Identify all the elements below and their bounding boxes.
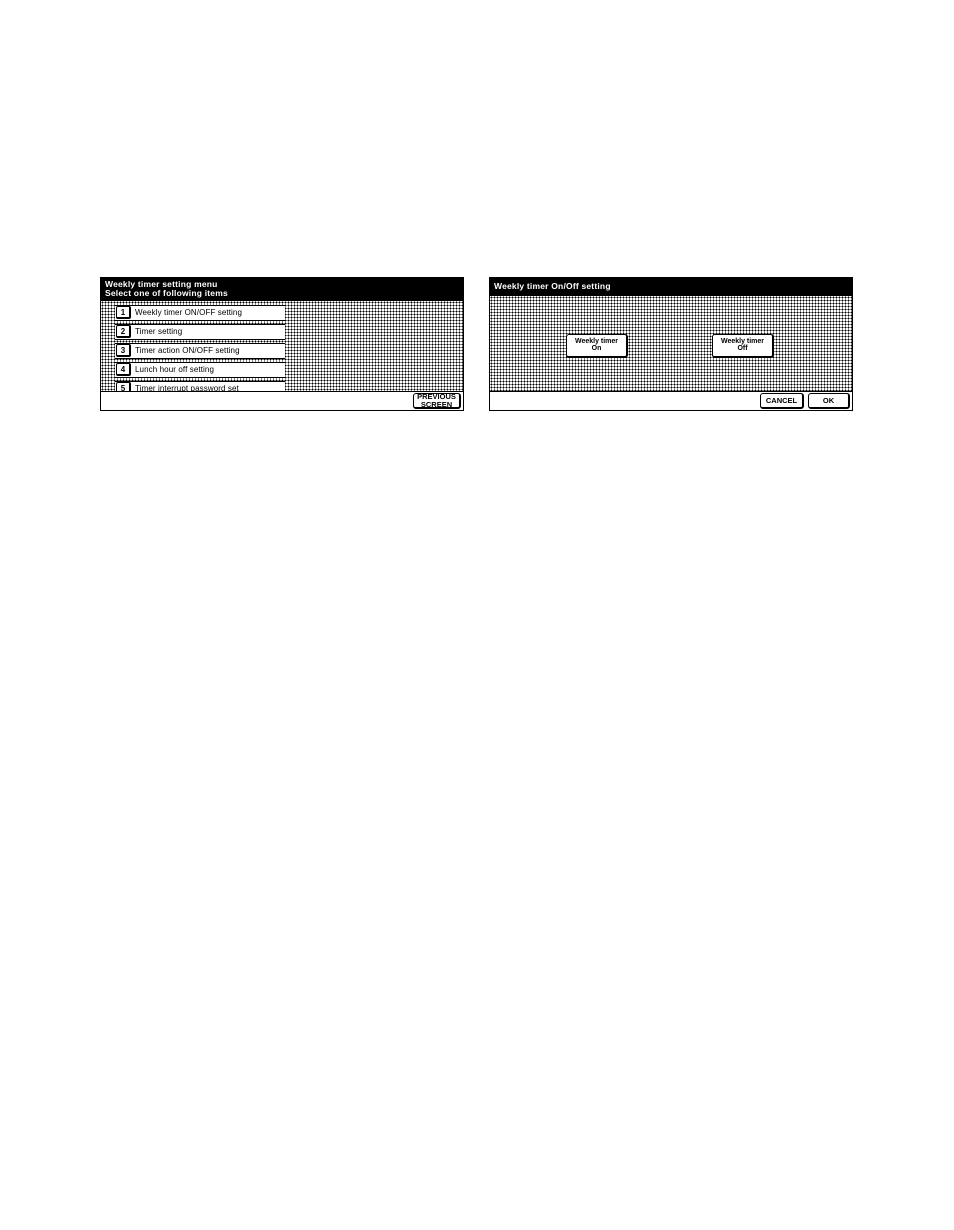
menu-label-3: Timer action ON/OFF setting	[135, 346, 240, 355]
menu-label-4: Lunch hour off setting	[135, 365, 214, 374]
menu-item-3[interactable]: 3 Timer action ON/OFF setting	[115, 343, 285, 359]
menu-num-1: 1	[116, 306, 131, 319]
cancel-button[interactable]: CANCEL	[760, 393, 804, 409]
menu-item-2[interactable]: 2 Timer setting	[115, 324, 285, 340]
ok-button[interactable]: OK	[808, 393, 850, 409]
menu-num-4: 4	[116, 363, 131, 376]
weekly-timer-onoff-panel: Weekly timer On/Off setting Weekly timer…	[489, 277, 853, 411]
menu-label-2: Timer setting	[135, 327, 182, 336]
header-subtitle: Select one of following items	[105, 288, 228, 298]
footer-bar: PREVIOUS SCREEN	[101, 391, 463, 410]
menu-num-3: 3	[116, 344, 131, 357]
weekly-timer-on-button[interactable]: Weekly timer On	[566, 334, 628, 358]
weekly-timer-off-button[interactable]: Weekly timer Off	[712, 334, 774, 358]
onoff-body: Weekly timer On Weekly timer Off	[490, 296, 852, 393]
menu-num-2: 2	[116, 325, 131, 338]
header-title: Weekly timer On/Off setting	[494, 281, 611, 291]
panel-header: Weekly timer setting menu Select one of …	[101, 278, 463, 301]
menu-body: 1 Weekly timer ON/OFF setting 2 Timer se…	[101, 301, 463, 398]
footer-bar: CANCEL OK	[490, 391, 852, 410]
previous-screen-button[interactable]: PREVIOUS SCREEN	[413, 393, 461, 409]
weekly-timer-menu-panel: Weekly timer setting menu Select one of …	[100, 277, 464, 411]
menu-item-4[interactable]: 4 Lunch hour off setting	[115, 362, 285, 378]
menu-label-1: Weekly timer ON/OFF setting	[135, 308, 242, 317]
panel-header: Weekly timer On/Off setting	[490, 278, 852, 296]
menu-item-1[interactable]: 1 Weekly timer ON/OFF setting	[115, 305, 285, 321]
